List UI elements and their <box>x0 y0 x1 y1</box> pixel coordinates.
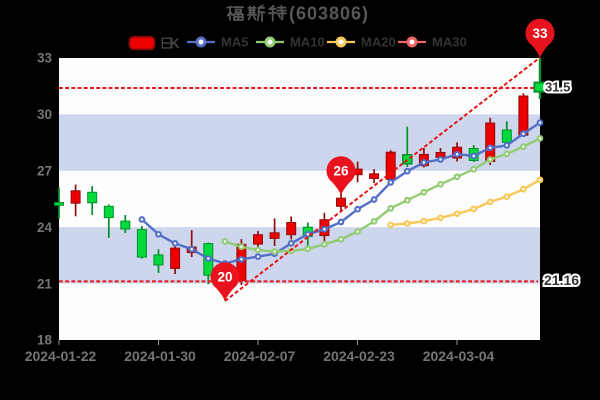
svg-text:31.5: 31.5 <box>545 80 570 95</box>
svg-text:K: K <box>170 35 180 51</box>
svg-text:(603806): (603806) <box>289 4 369 24</box>
svg-text:33: 33 <box>532 26 548 41</box>
svg-text:2024-02-07: 2024-02-07 <box>224 348 296 364</box>
svg-text:27: 27 <box>37 164 52 179</box>
svg-text:MA5: MA5 <box>221 35 248 50</box>
svg-text:30: 30 <box>37 107 52 122</box>
svg-text:20: 20 <box>217 270 232 285</box>
svg-text:24: 24 <box>37 220 53 235</box>
svg-text:MA30: MA30 <box>432 35 467 50</box>
svg-text:MA10: MA10 <box>290 35 325 50</box>
svg-text:18: 18 <box>37 333 53 348</box>
svg-text:2024-03-04: 2024-03-04 <box>423 348 495 364</box>
svg-text:21: 21 <box>37 276 53 291</box>
svg-text:26: 26 <box>333 164 349 179</box>
svg-text:21.16: 21.16 <box>544 272 579 288</box>
svg-text:MA20: MA20 <box>361 35 396 50</box>
svg-text:2024-01-30: 2024-01-30 <box>124 348 196 364</box>
svg-text:33: 33 <box>37 51 53 66</box>
svg-text:2024-02-23: 2024-02-23 <box>323 348 395 364</box>
svg-text:2024-01-22: 2024-01-22 <box>25 348 97 364</box>
